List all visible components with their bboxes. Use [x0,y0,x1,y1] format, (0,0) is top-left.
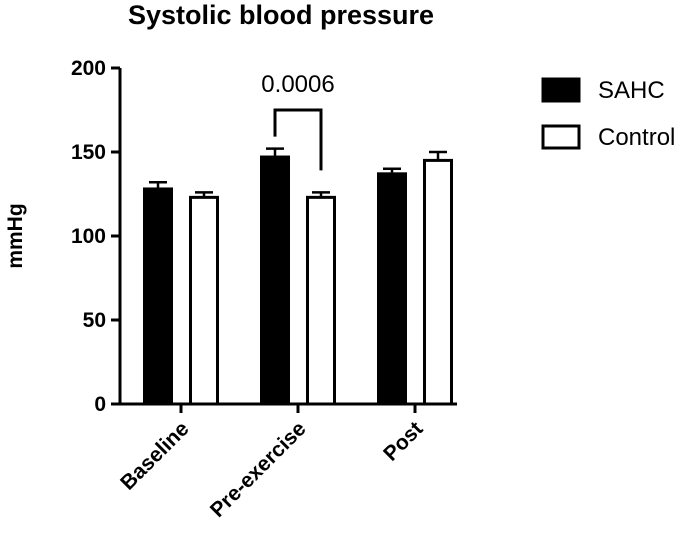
y-tick-label: 150 [71,141,106,164]
chart-title: Systolic blood pressure [128,0,434,30]
p-value-label: 0.0006 [261,71,334,98]
bar [377,172,407,406]
legend: SAHC Control [541,77,675,151]
significance-bracket [273,108,323,171]
legend-swatch [541,77,581,103]
significance-annotation: 0.0006 [261,71,335,171]
y-axis-label: mmHg [4,203,27,268]
legend-swatch [541,124,581,150]
x-tick-label: Pre-exercise [206,417,311,522]
y-tick-label: 100 [71,225,106,248]
bar [260,155,290,406]
y-tick-label: 0 [94,393,106,416]
bars [143,147,453,406]
x-tick-label: Baseline [116,417,193,494]
y-tick-label: 50 [83,309,106,332]
bar [189,195,219,406]
x-tick-label: Post [379,417,427,465]
legend-label: SAHC [598,77,665,104]
bar [143,187,173,406]
bar [306,195,336,406]
bar [423,158,453,406]
legend-label: Control [598,124,675,151]
y-tick-label: 200 [71,57,106,80]
